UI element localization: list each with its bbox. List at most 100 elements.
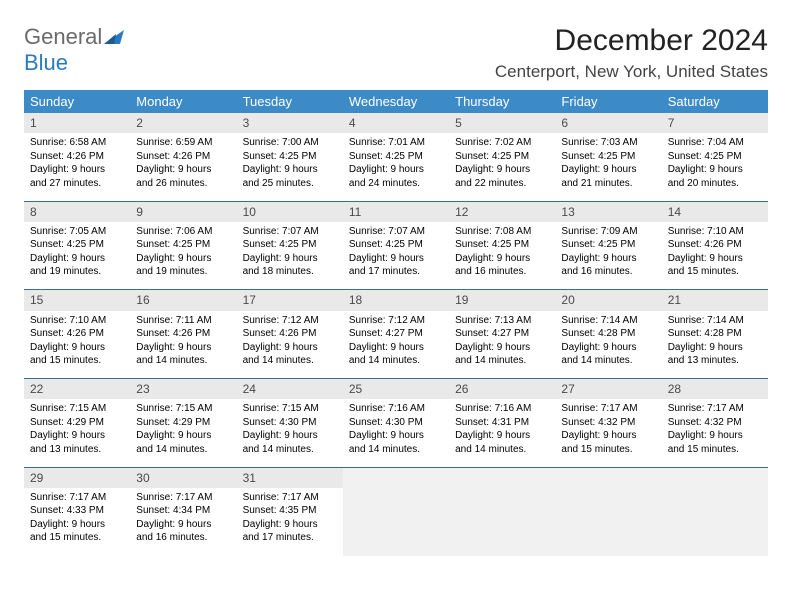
day-cell: Sunrise: 7:10 AMSunset: 4:26 PMDaylight:… bbox=[24, 311, 130, 379]
day-d2: and 14 minutes. bbox=[243, 354, 337, 368]
day-d2: and 15 minutes. bbox=[668, 265, 762, 279]
day-cell: Sunrise: 7:17 AMSunset: 4:33 PMDaylight:… bbox=[24, 488, 130, 556]
day-number-row: 293031 bbox=[24, 467, 768, 488]
day-d2: and 19 minutes. bbox=[30, 265, 124, 279]
day-d1: Daylight: 9 hours bbox=[561, 163, 655, 177]
day-sr: Sunrise: 7:12 AM bbox=[349, 314, 443, 328]
day-sr: Sunrise: 7:01 AM bbox=[349, 136, 443, 150]
day-d1: Daylight: 9 hours bbox=[455, 429, 549, 443]
day-d2: and 13 minutes. bbox=[30, 443, 124, 457]
day-number-row: 22232425262728 bbox=[24, 379, 768, 400]
day-sr: Sunrise: 7:13 AM bbox=[455, 314, 549, 328]
day-number: 23 bbox=[130, 379, 236, 400]
empty-day-number bbox=[449, 467, 555, 488]
weekday-header: Wednesday bbox=[343, 90, 449, 113]
day-number: 3 bbox=[237, 113, 343, 133]
day-ss: Sunset: 4:25 PM bbox=[136, 238, 230, 252]
day-sr: Sunrise: 6:59 AM bbox=[136, 136, 230, 150]
day-ss: Sunset: 4:26 PM bbox=[30, 327, 124, 341]
day-d1: Daylight: 9 hours bbox=[668, 163, 762, 177]
day-ss: Sunset: 4:26 PM bbox=[243, 327, 337, 341]
day-d1: Daylight: 9 hours bbox=[30, 163, 124, 177]
day-d1: Daylight: 9 hours bbox=[243, 341, 337, 355]
day-cell: Sunrise: 7:00 AMSunset: 4:25 PMDaylight:… bbox=[237, 133, 343, 201]
day-sr: Sunrise: 7:14 AM bbox=[561, 314, 655, 328]
day-ss: Sunset: 4:29 PM bbox=[30, 416, 124, 430]
day-d1: Daylight: 9 hours bbox=[136, 341, 230, 355]
day-d1: Daylight: 9 hours bbox=[561, 429, 655, 443]
day-ss: Sunset: 4:25 PM bbox=[243, 150, 337, 164]
day-sr: Sunrise: 7:15 AM bbox=[136, 402, 230, 416]
day-sr: Sunrise: 7:07 AM bbox=[243, 225, 337, 239]
day-sr: Sunrise: 7:16 AM bbox=[349, 402, 443, 416]
day-d1: Daylight: 9 hours bbox=[455, 252, 549, 266]
logo: General Blue bbox=[24, 24, 124, 76]
day-ss: Sunset: 4:30 PM bbox=[349, 416, 443, 430]
day-ss: Sunset: 4:26 PM bbox=[30, 150, 124, 164]
day-d2: and 22 minutes. bbox=[455, 177, 549, 191]
day-ss: Sunset: 4:28 PM bbox=[668, 327, 762, 341]
day-number: 18 bbox=[343, 290, 449, 311]
empty-day-number bbox=[555, 467, 661, 488]
day-number: 11 bbox=[343, 201, 449, 222]
day-number: 9 bbox=[130, 201, 236, 222]
logo-text: General Blue bbox=[24, 24, 124, 76]
empty-day-cell bbox=[555, 488, 661, 556]
day-cell: Sunrise: 6:59 AMSunset: 4:26 PMDaylight:… bbox=[130, 133, 236, 201]
day-d1: Daylight: 9 hours bbox=[243, 252, 337, 266]
day-detail-row: Sunrise: 7:15 AM Sunset: 4:29 PM Daylight:… bbox=[24, 399, 768, 467]
day-ss: Sunset: 4:32 PM bbox=[668, 416, 762, 430]
day-d2: and 27 minutes. bbox=[30, 177, 124, 191]
day-d1: Daylight: 9 hours bbox=[668, 429, 762, 443]
day-number: 2 bbox=[130, 113, 236, 133]
day-detail-row: Sunrise: 7:05 AMSunset: 4:25 PMDaylight:… bbox=[24, 222, 768, 290]
day-cell: Sunrise: 7:12 AMSunset: 4:27 PMDaylight:… bbox=[343, 311, 449, 379]
day-ss: Sunset: 4:30 PM bbox=[243, 416, 337, 430]
weekday-header: Monday bbox=[130, 90, 236, 113]
day-d1: Daylight: 9 hours bbox=[455, 163, 549, 177]
day-number: 16 bbox=[130, 290, 236, 311]
day-number-row: 1234567 bbox=[24, 113, 768, 133]
day-number: 10 bbox=[237, 201, 343, 222]
day-d2: and 14 minutes. bbox=[561, 354, 655, 368]
day-cell: Sunrise: 7:09 AMSunset: 4:25 PMDaylight:… bbox=[555, 222, 661, 290]
day-d1: Daylight: 9 hours bbox=[455, 341, 549, 355]
day-sr: Sunrise: 7:07 AM bbox=[349, 225, 443, 239]
empty-day-cell bbox=[662, 488, 768, 556]
day-d1: Daylight: 9 hours bbox=[349, 252, 443, 266]
day-number: 24 bbox=[237, 379, 343, 400]
day-d1: Daylight: 9 hours bbox=[30, 341, 124, 355]
logo-word1: General bbox=[24, 24, 102, 49]
day-cell: Sunrise: 7:17 AMSunset: 4:32 PMDaylight:… bbox=[555, 399, 661, 467]
day-d2: and 18 minutes. bbox=[243, 265, 337, 279]
calendar-page: General Blue December 2024 Centerport, N… bbox=[0, 0, 792, 580]
day-ss: Sunset: 4:25 PM bbox=[561, 150, 655, 164]
day-number: 7 bbox=[662, 113, 768, 133]
day-ss: Sunset: 4:25 PM bbox=[668, 150, 762, 164]
day-number-row: 891011121314 bbox=[24, 201, 768, 222]
day-detail-row: Sunrise: 6:58 AMSunset: 4:26 PMDaylight:… bbox=[24, 133, 768, 201]
weekday-header: Thursday bbox=[449, 90, 555, 113]
day-cell: Sunrise: 7:10 AMSunset: 4:26 PMDaylight:… bbox=[662, 222, 768, 290]
day-sr: Sunrise: 6:58 AM bbox=[30, 136, 124, 150]
day-d1: Daylight: 9 hours bbox=[561, 341, 655, 355]
day-cell: Sunrise: 7:05 AMSunset: 4:25 PMDaylight:… bbox=[24, 222, 130, 290]
day-sr: Sunrise: 7:10 AM bbox=[668, 225, 762, 239]
day-d2: and 14 minutes. bbox=[136, 354, 230, 368]
day-number: 27 bbox=[555, 379, 661, 400]
day-d1: Daylight: 9 hours bbox=[136, 163, 230, 177]
day-sr: Sunrise: 7:17 AM bbox=[30, 491, 124, 505]
day-d1: Daylight: 9 hours bbox=[136, 252, 230, 266]
day-sr: Sunrise: 7:17 AM bbox=[561, 402, 655, 416]
day-ss: Sunset: 4:32 PM bbox=[561, 416, 655, 430]
day-d2: and 13 minutes. bbox=[668, 354, 762, 368]
day-detail-row: Sunrise: 7:17 AMSunset: 4:33 PMDaylight:… bbox=[24, 488, 768, 556]
day-ss: Sunset: 4:25 PM bbox=[349, 238, 443, 252]
day-cell: Sunrise: 7:06 AMSunset: 4:25 PMDaylight:… bbox=[130, 222, 236, 290]
day-sr: Sunrise: 7:17 AM bbox=[243, 491, 337, 505]
day-cell: Sunrise: 7:03 AMSunset: 4:25 PMDaylight:… bbox=[555, 133, 661, 201]
day-d1: Daylight: 9 hours bbox=[668, 252, 762, 266]
day-cell: Sunrise: 7:15 AMSunset: 4:29 PMDaylight:… bbox=[24, 399, 130, 467]
day-sr: Sunrise: 7:04 AM bbox=[668, 136, 762, 150]
logo-word2: Blue bbox=[24, 50, 68, 75]
